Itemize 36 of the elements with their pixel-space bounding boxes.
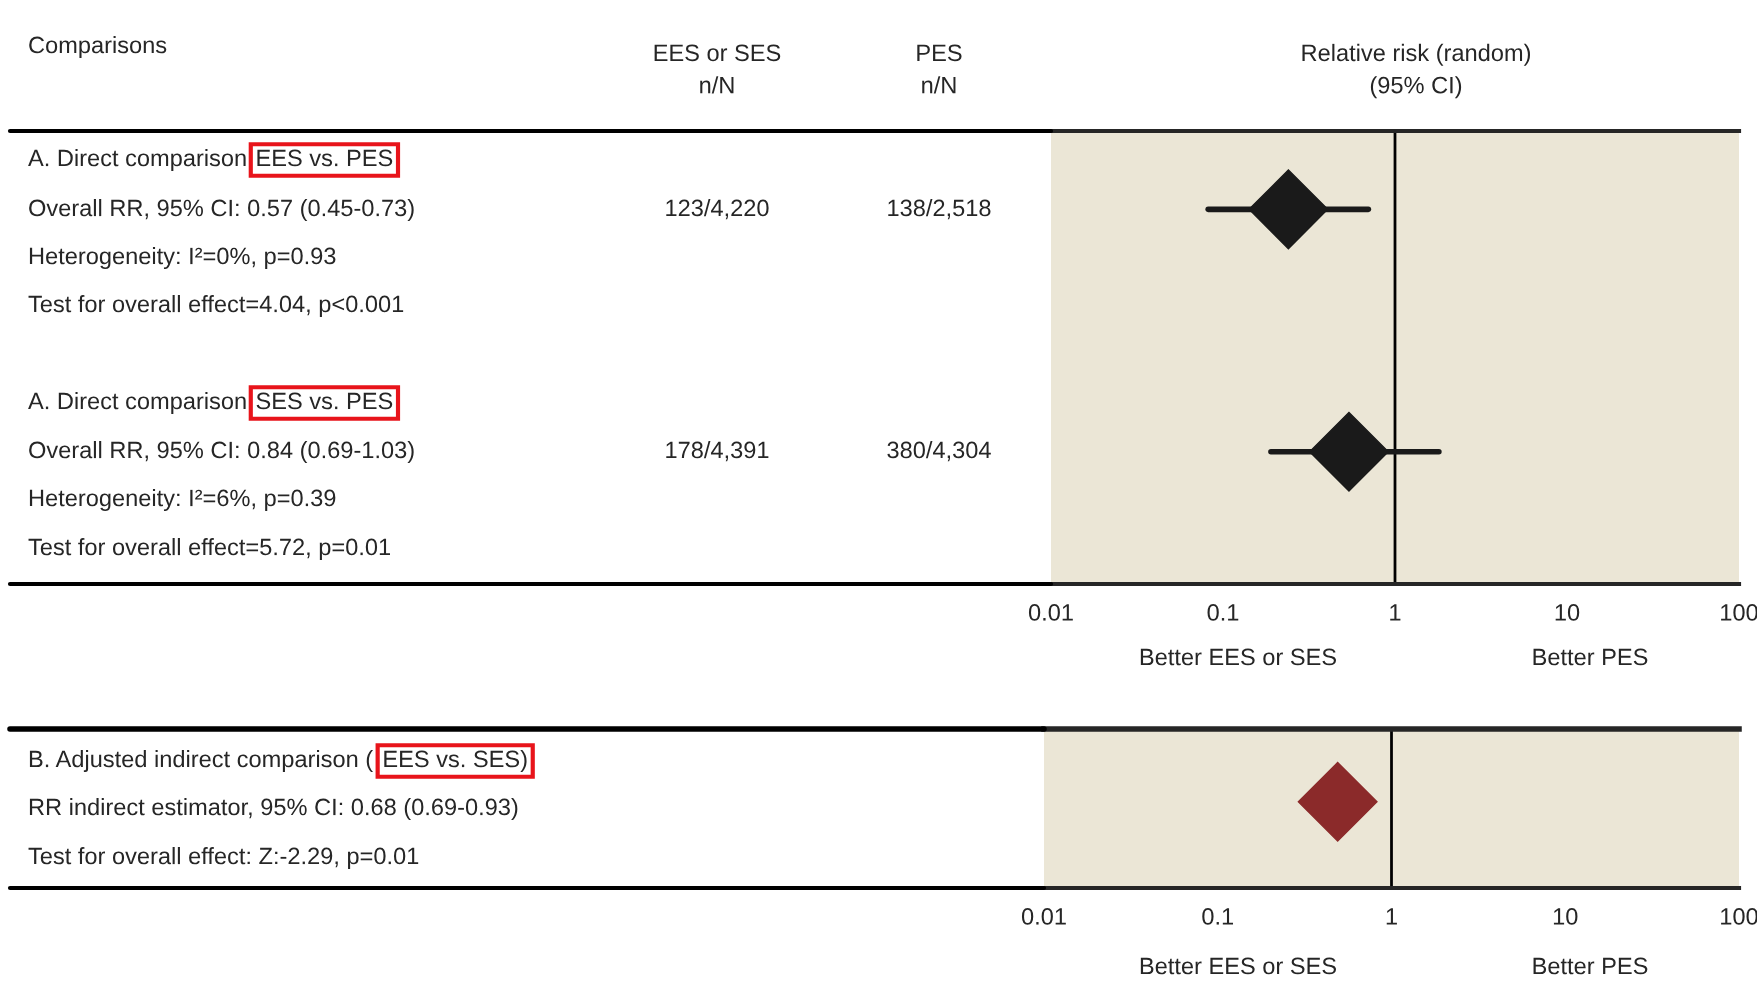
text: PES n/N <box>917 44 962 94</box>
text: Better PES <box>1533 648 1648 666</box>
text: Test for overall effect: Z:-2.29, p=0.01 <box>28 846 419 870</box>
text: EES vs. PES <box>257 149 393 167</box>
x-tick-label: 10 <box>1555 604 1580 621</box>
x-tick-label: 1 <box>1386 908 1397 925</box>
x-tick-label: 1 <box>1390 604 1401 621</box>
x-tick-label: 10 <box>1553 908 1578 925</box>
text: Relative risk (random) (95% CI) <box>1302 43 1530 99</box>
x-tick-label: 0.1 <box>1202 908 1234 925</box>
text: Better EES or SES <box>1140 957 1336 975</box>
text: 123/4,220 <box>666 199 769 220</box>
text: EES vs. SES) <box>384 749 527 772</box>
text: Comparisons <box>29 36 167 59</box>
text: Overall RR, 95% CI: 0.84 (0.69-1.03) <box>29 440 414 463</box>
text: A. Direct comparison <box>28 391 246 415</box>
text: Overall RR, 95% CI: 0.57 (0.45-0.73) <box>29 199 414 221</box>
x-tick-label: 0.01 <box>1021 908 1066 925</box>
text: Test for overall effect=4.04, p<0.001 <box>28 295 404 318</box>
x-tick-label: 0.1 <box>1207 604 1239 621</box>
text: 178/4,391 <box>666 440 769 462</box>
x-tick-label: 100 <box>1721 908 1757 925</box>
text: SES vs. PES <box>256 392 393 410</box>
text: Better EES or SES <box>1140 648 1336 666</box>
text: RR indirect estimator, 95% CI: 0.68 (0.69-0.93) <box>29 797 518 820</box>
text: Heterogeneity: I²=6%, p=0.39 <box>29 488 336 512</box>
text: A. Direct comparison <box>28 149 246 172</box>
text: Test for overall effect=5.72, p=0.01 <box>28 537 390 561</box>
text: 380/4,304 <box>887 440 991 462</box>
text: 138/2,518 <box>888 199 991 220</box>
x-tick-label: 100 <box>1721 604 1757 621</box>
text: EES or SES n/N <box>654 44 781 94</box>
text: B. Adjusted indirect comparison ( <box>29 749 374 773</box>
text: Heterogeneity: I²=0%, p=0.93 <box>29 247 336 270</box>
x-tick-label: 0.01 <box>1028 604 1073 621</box>
text: Better PES <box>1533 957 1648 975</box>
